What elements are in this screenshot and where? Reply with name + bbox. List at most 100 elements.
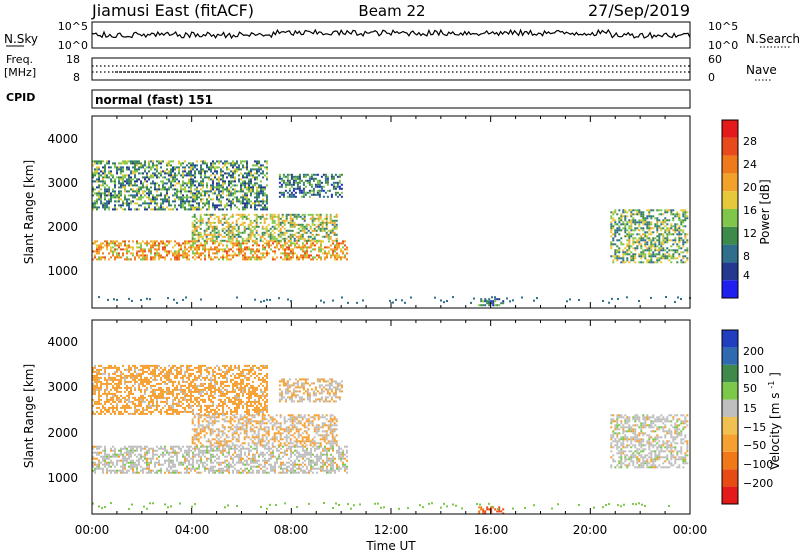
data-cell [209, 444, 212, 447]
data-cell [216, 204, 218, 207]
data-cell [482, 300, 485, 303]
data-cell [220, 202, 222, 205]
data-cell [190, 192, 192, 195]
data-cell [202, 463, 204, 466]
data-cell [618, 255, 621, 258]
data-cell [294, 187, 297, 190]
data-cell [217, 235, 220, 238]
data-cell [124, 240, 126, 243]
data-cell [678, 255, 681, 258]
data-cell [222, 190, 224, 193]
data-cell [319, 442, 322, 445]
data-cell [294, 465, 296, 468]
data-cell [228, 204, 230, 207]
data-cell [211, 233, 214, 236]
data-cell [186, 242, 188, 245]
data-cell [136, 246, 138, 249]
data-cell [180, 204, 182, 207]
data-cell [104, 447, 106, 450]
data-cell [650, 227, 653, 230]
data-cell [274, 250, 276, 253]
data-cell [252, 184, 254, 187]
data-cell [686, 217, 689, 220]
data-cell [152, 449, 154, 452]
data-cell [231, 233, 234, 236]
data-cell [196, 194, 198, 197]
data-cell [128, 198, 130, 201]
data-cell [170, 172, 172, 175]
data-cell [146, 461, 148, 464]
data-cell [322, 189, 325, 192]
data-cell [224, 250, 226, 253]
data-cell [287, 442, 290, 445]
data-cell [271, 239, 274, 242]
data-cell [300, 463, 302, 466]
data-cell [152, 256, 154, 259]
data-cell [680, 209, 683, 212]
data-cell [322, 461, 324, 464]
data-cell [260, 168, 262, 171]
data-cell [214, 455, 216, 458]
data-cell [664, 209, 667, 212]
data-cell [232, 246, 234, 249]
data-cell [222, 451, 224, 454]
data-cell [271, 426, 274, 429]
data-cell [265, 213, 268, 216]
data-cell [226, 186, 228, 189]
data-cell [100, 198, 102, 201]
data-cell [283, 233, 286, 236]
data-cell [134, 453, 136, 456]
data-cell [92, 186, 94, 189]
data-cell [262, 469, 264, 472]
data-cell [228, 198, 230, 201]
data-cell [494, 300, 497, 303]
data-cell [178, 445, 180, 448]
data-cell [118, 252, 120, 255]
data-cell [293, 418, 296, 421]
data-cell [682, 245, 685, 248]
data-cell [232, 256, 234, 259]
data-cell [182, 198, 184, 201]
data-cell [322, 173, 325, 176]
data-cell [668, 229, 671, 232]
data-cell [313, 217, 316, 220]
data-cell [160, 194, 162, 197]
data-cell [283, 237, 286, 240]
data-cell [310, 461, 312, 464]
data-cell [325, 227, 328, 230]
data-cell [104, 186, 106, 189]
data-cell [210, 190, 212, 193]
data-cell [164, 248, 166, 251]
data-cell [612, 217, 615, 220]
data-cell [188, 455, 190, 458]
data-cell [212, 453, 214, 456]
data-cell [330, 183, 333, 186]
data-cell [314, 183, 317, 186]
data-cell [182, 182, 184, 185]
data-cell [98, 250, 100, 253]
data-cell [144, 451, 146, 454]
data-cell [282, 181, 285, 184]
data-cell [642, 221, 645, 224]
data-cell [92, 194, 94, 197]
data-cell [204, 455, 206, 458]
data-cell [239, 215, 242, 218]
data-cell [190, 170, 192, 173]
data-cell [299, 223, 302, 226]
data-cell [319, 426, 322, 429]
data-cell [289, 235, 292, 238]
data-cell [213, 229, 216, 232]
data-cell [126, 180, 128, 183]
data-cell [114, 186, 116, 189]
data-cell [230, 200, 232, 203]
data-cell [134, 461, 136, 464]
data-cell [646, 259, 649, 262]
data-cell [484, 298, 487, 301]
data-cell [194, 445, 196, 448]
data-cell [246, 202, 248, 205]
data-cell [206, 208, 208, 211]
data-cell [316, 471, 318, 474]
data-cell [294, 459, 296, 462]
data-cell [310, 173, 313, 176]
data-cell [174, 206, 176, 209]
